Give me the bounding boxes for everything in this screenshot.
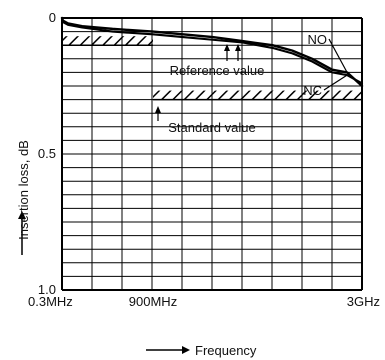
no-series-pointer <box>328 38 348 73</box>
y-tick-label: 1.0 <box>38 282 56 297</box>
reference-value-arrow-icon <box>224 44 230 51</box>
grid-layer <box>61 17 363 291</box>
x-tick-label: 0.3MHz <box>28 294 73 309</box>
standard-value-arrow-icon <box>155 106 161 113</box>
x-axis-arrow-icon <box>182 346 190 354</box>
hatch-layer <box>62 36 362 101</box>
standard-hatched-band <box>153 90 362 100</box>
nc-series-line <box>60 16 364 85</box>
reference-value-arrow-icon <box>235 44 241 51</box>
nc-series-label: NC <box>303 83 322 98</box>
no-series-label: NO <box>308 32 328 47</box>
axis-layer: 0 0.5 1.00.3MHz 900MHz 3GHz Insertion loss, d… <box>16 10 380 358</box>
no-series-line <box>60 16 364 88</box>
standard-value-label: Standard value <box>168 120 255 135</box>
y-tick-label: 0.5 <box>38 146 56 161</box>
annotation-layer: NO NC Reference value Standard value <box>155 32 348 135</box>
y-axis-arrow-icon <box>18 211 26 219</box>
reference-hatched-band <box>62 36 153 46</box>
y-axis-title: Insertion loss, dB <box>16 140 31 240</box>
x-tick-label: 3GHz <box>347 294 380 309</box>
series-layer <box>60 16 364 88</box>
y-tick-label: 0 <box>49 10 56 25</box>
nc-series-pointer <box>323 74 348 91</box>
reference-value-label: Reference value <box>170 63 265 78</box>
x-tick-label: 900MHz <box>129 294 177 309</box>
x-axis-title: Frequency <box>195 343 257 358</box>
